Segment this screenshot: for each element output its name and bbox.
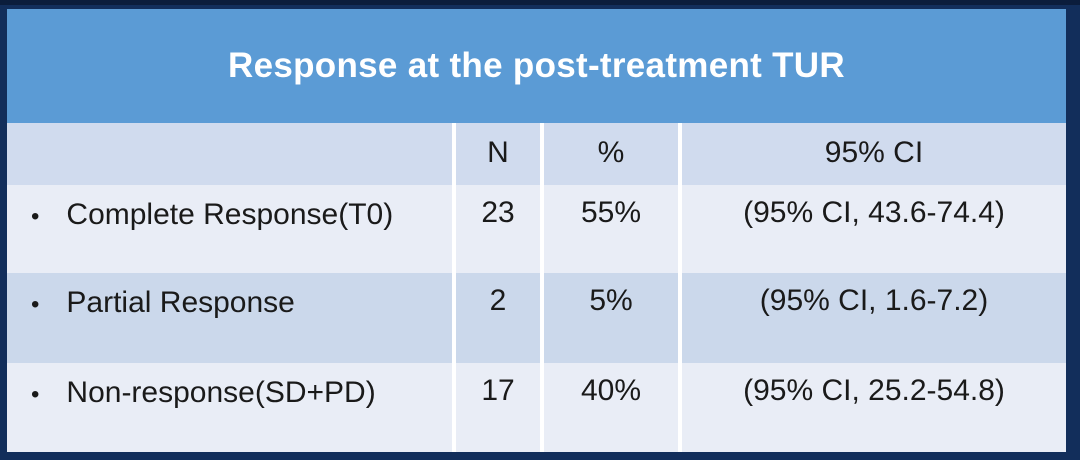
header-cell-n: N (452, 123, 540, 185)
header-cell-pct: % (540, 123, 678, 185)
table-cell-pct: 5% (540, 273, 678, 363)
row-label: Non-response(SD+PD) (66, 376, 376, 409)
table-title-bar: Response at the post-treatment TUR (7, 9, 1066, 123)
bullet-icon: • (31, 291, 40, 318)
table-cell-label: • Partial Response (7, 273, 452, 363)
slide-top-edge (0, 0, 1080, 5)
table-cell-ci: (95% CI, 1.6-7.2) (678, 273, 1066, 363)
bullet-icon: • (31, 381, 40, 408)
table-cell-n: 2 (452, 273, 540, 363)
table-cell-ci: (95% CI, 25.2-54.8) (678, 363, 1066, 452)
table-cell-ci: (95% CI, 43.6-74.4) (678, 185, 1066, 273)
table-cell-label: • Complete Response(T0) (7, 185, 452, 273)
row-label: Complete Response(T0) (66, 198, 394, 231)
header-cell-empty (7, 123, 452, 185)
slide-frame: Response at the post-treatment TUR N % 9… (7, 9, 1066, 452)
table-cell-n: 17 (452, 363, 540, 452)
table-cell-label: • Non-response(SD+PD) (7, 363, 452, 452)
table-cell-pct: 40% (540, 363, 678, 452)
header-cell-ci: 95% CI (678, 123, 1066, 185)
table-cell-n: 23 (452, 185, 540, 273)
bullet-icon: • (31, 203, 40, 230)
response-table: N % 95% CI • Complete Response(T0) 23 55… (7, 123, 1066, 452)
row-label: Partial Response (66, 286, 295, 319)
table-cell-pct: 55% (540, 185, 678, 273)
table-title: Response at the post-treatment TUR (228, 46, 845, 85)
